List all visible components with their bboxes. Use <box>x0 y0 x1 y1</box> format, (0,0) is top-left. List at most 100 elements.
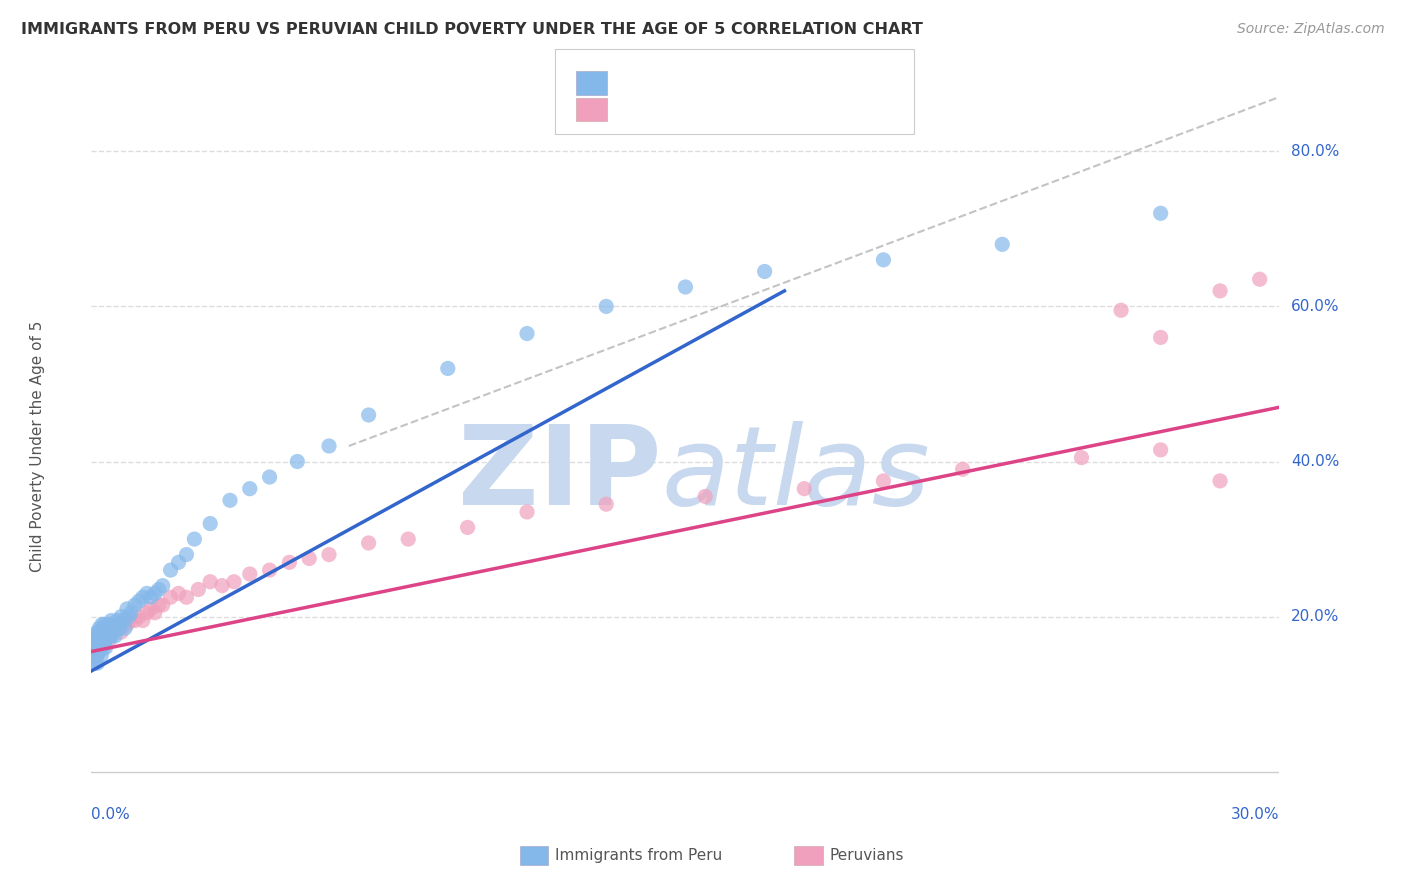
Point <box>152 598 174 612</box>
Point <box>89 644 111 658</box>
Point <box>176 591 198 605</box>
Point <box>94 632 117 647</box>
Point <box>211 579 233 593</box>
Text: ZIP: ZIP <box>458 421 662 528</box>
Point <box>139 591 162 605</box>
Point <box>84 644 107 658</box>
Point <box>105 617 128 632</box>
Point <box>754 264 776 278</box>
Point <box>1209 284 1232 298</box>
Point <box>104 621 127 635</box>
Point <box>167 586 190 600</box>
Point <box>1249 272 1271 286</box>
Point <box>96 629 118 643</box>
Point <box>82 648 104 663</box>
Point <box>82 652 104 666</box>
Point <box>108 617 131 632</box>
Point <box>84 644 107 658</box>
Text: N = 85: N = 85 <box>737 74 799 92</box>
Point <box>167 555 190 569</box>
Point <box>83 640 105 655</box>
Text: 60.0%: 60.0% <box>1291 299 1340 314</box>
Point <box>872 474 894 488</box>
Point <box>259 470 281 484</box>
Point <box>91 640 114 655</box>
Point <box>105 614 128 628</box>
Text: 40.0%: 40.0% <box>1291 454 1340 469</box>
Point <box>97 617 120 632</box>
Point <box>91 629 114 643</box>
Text: atlas: atlas <box>662 421 931 528</box>
Point <box>84 637 107 651</box>
Point <box>86 640 108 655</box>
Point <box>120 606 142 620</box>
Point <box>91 637 114 651</box>
Point <box>104 629 127 643</box>
Point <box>872 252 894 267</box>
Point <box>259 563 281 577</box>
Text: R = 0.412: R = 0.412 <box>619 101 702 119</box>
Text: N = 65: N = 65 <box>737 101 799 119</box>
Point <box>118 609 141 624</box>
Point <box>87 637 110 651</box>
Point <box>120 614 142 628</box>
Point <box>110 609 132 624</box>
Point <box>176 548 198 562</box>
Point <box>100 621 122 635</box>
Point <box>100 621 122 635</box>
Point <box>94 621 117 635</box>
Point <box>93 637 115 651</box>
Point <box>90 629 112 643</box>
Point <box>93 637 115 651</box>
Point <box>98 632 121 647</box>
Point <box>89 640 111 655</box>
Point <box>239 566 262 581</box>
Point <box>96 621 118 635</box>
Point <box>219 493 242 508</box>
Point <box>104 617 127 632</box>
Point <box>84 632 107 647</box>
Point <box>90 637 112 651</box>
Point <box>436 361 458 376</box>
Point <box>101 621 124 635</box>
Point <box>94 629 117 643</box>
Point <box>187 582 209 597</box>
Point <box>91 629 114 643</box>
Point <box>143 586 166 600</box>
Point <box>952 462 974 476</box>
Point <box>200 516 222 531</box>
Point <box>97 625 120 640</box>
Point <box>108 621 131 635</box>
Point <box>94 640 117 655</box>
Point <box>357 408 380 422</box>
Point <box>87 625 110 640</box>
Point <box>143 606 166 620</box>
Point <box>457 520 479 534</box>
Point <box>516 326 538 341</box>
Point <box>1209 474 1232 488</box>
Point <box>84 637 107 651</box>
Text: Child Poverty Under the Age of 5: Child Poverty Under the Age of 5 <box>31 320 45 572</box>
Point <box>135 586 157 600</box>
Point <box>98 629 121 643</box>
Point <box>132 614 155 628</box>
Point <box>183 532 205 546</box>
Text: 30.0%: 30.0% <box>1232 806 1279 822</box>
Point <box>105 621 128 635</box>
Point <box>595 497 617 511</box>
Point <box>112 614 135 628</box>
Point <box>132 591 155 605</box>
Point <box>200 574 222 589</box>
Point <box>89 629 111 643</box>
Point <box>115 602 138 616</box>
Point <box>139 602 162 616</box>
Point <box>87 629 110 643</box>
Point <box>278 555 301 569</box>
Point <box>159 591 181 605</box>
Point <box>89 637 111 651</box>
Point <box>1150 330 1173 344</box>
Point <box>89 621 111 635</box>
Point <box>124 598 146 612</box>
Point <box>112 614 135 628</box>
Point <box>128 609 150 624</box>
